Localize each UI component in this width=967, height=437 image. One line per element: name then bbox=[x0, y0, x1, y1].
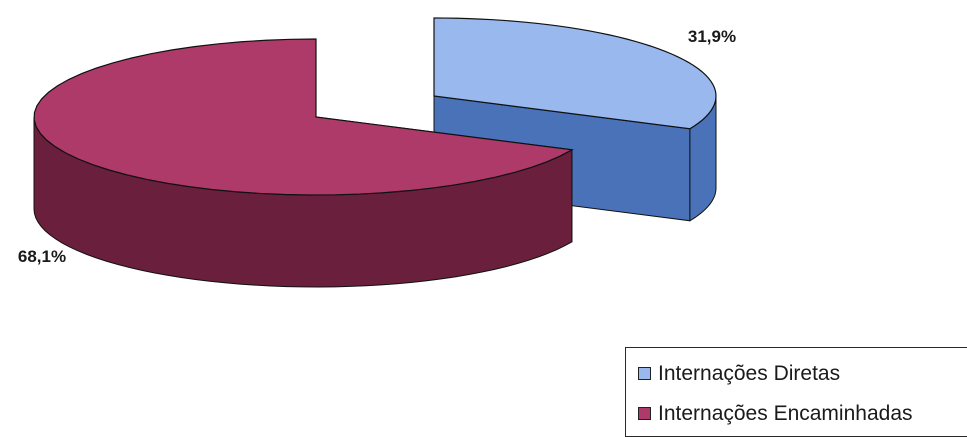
legend-label-direct-admissions: Internações Diretas bbox=[658, 361, 841, 385]
slice-top-1 bbox=[33, 38, 574, 196]
slice-value-label-0: 31,9% bbox=[688, 27, 736, 46]
legend-label-referred-admissions: Internações Encaminhadas bbox=[658, 401, 913, 425]
legend-item-referred-admissions: Internações Encaminhadas bbox=[638, 400, 913, 426]
slice-top-0 bbox=[433, 17, 717, 130]
legend-swatch-referred-admissions bbox=[638, 406, 651, 420]
legend: Internações Diretas Internações Encaminh… bbox=[625, 347, 967, 437]
legend-swatch-direct-admissions bbox=[638, 366, 651, 380]
legend-item-direct-admissions: Internações Diretas bbox=[638, 360, 840, 386]
slice-value-label-1: 68,1% bbox=[18, 247, 66, 266]
